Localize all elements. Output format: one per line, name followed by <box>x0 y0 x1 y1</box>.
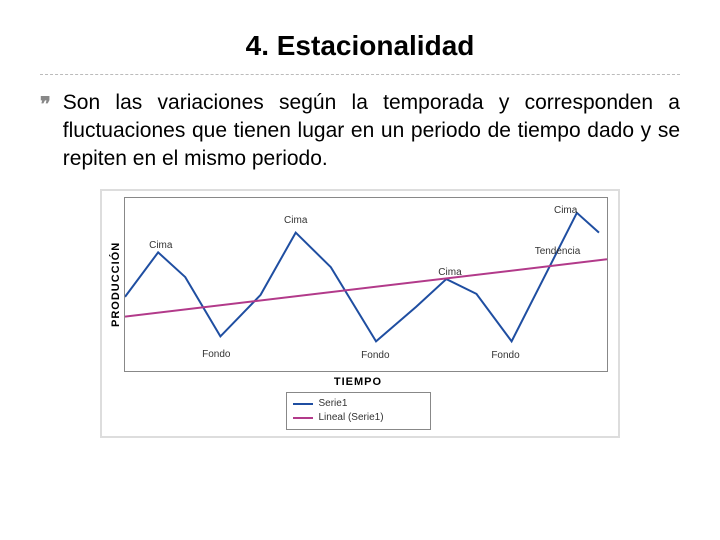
y-axis-label: PRODUCCIÓN <box>108 197 124 372</box>
chart-annotation: Fondo <box>361 350 389 361</box>
legend-item: Lineal (Serie1) <box>293 411 424 425</box>
chart-annotation: Cima <box>438 267 461 278</box>
chart-annotation: Fondo <box>491 350 519 361</box>
chart-annotation: Cima <box>284 215 307 226</box>
chart-svg <box>125 198 607 371</box>
divider <box>40 74 680 75</box>
series-line <box>125 213 599 342</box>
bullet-text: Son las variaciones según la temporada y… <box>63 89 680 173</box>
bullet-item: ❞ Son las variaciones según la temporada… <box>40 89 680 173</box>
chart-annotation: Cima <box>149 240 172 251</box>
chart-annotation: Fondo <box>202 349 230 360</box>
legend-label: Serie1 <box>319 397 348 411</box>
chart-annotation: Cima <box>554 205 577 216</box>
chart-container: PRODUCCIÓN Cima Cima Cima Cima Tendencia Fond… <box>100 189 620 438</box>
legend-label: Lineal (Serie1) <box>319 411 384 425</box>
plot-area: Cima Cima Cima Cima Tendencia Fondo Fondo Fondo <box>124 197 608 372</box>
chart-annotation: Tendencia <box>535 246 581 257</box>
legend-item: Serie1 <box>293 397 424 411</box>
slide-title: 4. Estacionalidad <box>40 30 680 62</box>
slide: 4. Estacionalidad ❞ Son las variaciones … <box>0 0 720 540</box>
legend-swatch <box>293 403 313 405</box>
legend: Serie1Lineal (Serie1) <box>286 392 431 430</box>
trend-line <box>125 259 607 316</box>
bullet-marker: ❞ <box>40 91 51 119</box>
x-axis-label: TIEMPO <box>108 376 608 388</box>
legend-swatch <box>293 417 313 419</box>
chart-inner: PRODUCCIÓN Cima Cima Cima Cima Tendencia Fond… <box>108 197 608 372</box>
